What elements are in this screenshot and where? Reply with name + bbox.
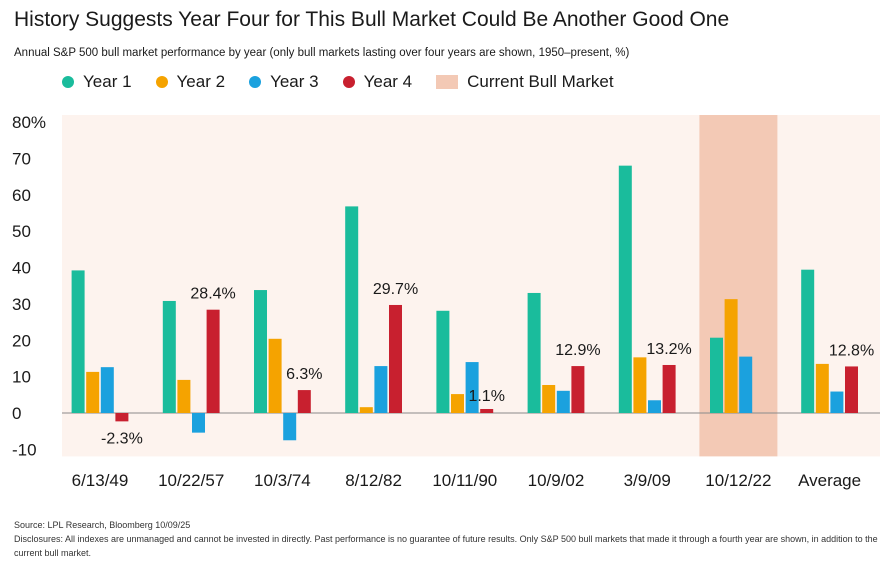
bar-year-2 bbox=[633, 357, 647, 413]
disclosures-note: Disclosures: All indexes are unmanaged a… bbox=[14, 534, 878, 558]
y-tick-label: 80% bbox=[12, 113, 46, 132]
data-label-year-4: 12.9% bbox=[555, 342, 600, 359]
legend-label: Year 2 bbox=[176, 72, 226, 91]
y-tick-label: 0 bbox=[12, 404, 21, 423]
bar-year-1 bbox=[527, 292, 541, 413]
legend-item-year-3: Year 3 bbox=[249, 72, 319, 92]
x-tick-label: 10/3/74 bbox=[254, 471, 311, 490]
bar-year-1 bbox=[618, 165, 632, 413]
legend-swatch bbox=[62, 76, 74, 88]
legend-swatch bbox=[249, 76, 262, 88]
bar-year-3 bbox=[739, 356, 753, 413]
bar-year-1 bbox=[801, 269, 815, 413]
bar-year-2 bbox=[724, 299, 738, 413]
legend-label: Year 4 bbox=[363, 72, 413, 91]
bar-year-4 bbox=[571, 366, 585, 413]
y-tick-label: 70 bbox=[12, 149, 31, 168]
bar-year-4 bbox=[480, 408, 494, 413]
bar-chart: 80% 70 60 50 40 30 20 10 0 -10 6/13/49 -2.3% 10/22/5… bbox=[12, 113, 880, 490]
y-tick-label: 10 bbox=[12, 368, 31, 387]
legend-label: Year 3 bbox=[270, 72, 319, 91]
x-tick-label: 8/12/82 bbox=[345, 471, 402, 490]
bar-year-3 bbox=[465, 362, 479, 413]
y-tick-label: 60 bbox=[12, 186, 31, 205]
data-label-year-4: 12.8% bbox=[829, 342, 874, 359]
chart-title: History Suggests Year Four for This Bull… bbox=[14, 8, 730, 31]
y-tick-label: 50 bbox=[12, 222, 31, 241]
x-tick-label: 10/11/90 bbox=[432, 471, 497, 490]
bar-year-4 bbox=[662, 364, 676, 413]
legend-label: Current Bull Market bbox=[467, 72, 614, 91]
bar-year-1 bbox=[436, 310, 450, 413]
bar-year-3 bbox=[374, 366, 388, 413]
x-tick-label: 10/12/22 bbox=[705, 471, 771, 490]
bar-year-3 bbox=[283, 413, 297, 441]
data-label-year-4: 1.1% bbox=[468, 388, 504, 405]
legend-item-year-4: Year 4 bbox=[342, 72, 413, 92]
data-label-year-4: 6.3% bbox=[286, 366, 322, 383]
bar-year-2 bbox=[359, 407, 373, 413]
bar-year-4 bbox=[206, 309, 220, 413]
y-tick-label: 20 bbox=[12, 331, 31, 350]
bar-year-2 bbox=[268, 338, 282, 413]
x-tick-label: 10/22/57 bbox=[158, 471, 224, 490]
data-label-year-4: 28.4% bbox=[190, 286, 235, 303]
bar-year-2 bbox=[451, 394, 464, 413]
bar-year-3 bbox=[830, 391, 844, 413]
bar-year-3 bbox=[192, 413, 205, 433]
data-label-year-4: 13.2% bbox=[646, 341, 691, 358]
bar-year-3 bbox=[648, 400, 661, 413]
bar-year-2 bbox=[177, 379, 191, 413]
x-tick-label: 6/13/49 bbox=[72, 471, 129, 490]
legend-label: Year 1 bbox=[83, 72, 132, 91]
chart-subtitle: Annual S&P 500 bull market performance b… bbox=[14, 47, 630, 59]
bar-year-1 bbox=[710, 337, 723, 413]
legend: Year 1 Year 2 Year 3 Year 4 Current Bull… bbox=[62, 72, 638, 92]
legend-item-current-bull-market: Current Bull Market bbox=[436, 72, 614, 92]
bar-year-4 bbox=[845, 366, 858, 413]
x-tick-label: 10/9/02 bbox=[528, 471, 585, 490]
bar-year-2 bbox=[542, 384, 556, 413]
y-tick-label: -10 bbox=[12, 440, 37, 459]
bar-year-3 bbox=[556, 390, 570, 413]
x-tick-label: Average bbox=[798, 471, 861, 490]
y-tick-label: 40 bbox=[12, 259, 31, 278]
bar-year-4 bbox=[389, 304, 402, 413]
legend-item-year-2: Year 2 bbox=[155, 72, 226, 92]
bar-year-4 bbox=[297, 390, 311, 413]
legend-swatch bbox=[436, 75, 459, 89]
legend-item-year-1: Year 1 bbox=[62, 72, 132, 92]
bar-year-2 bbox=[86, 371, 100, 413]
legend-swatch bbox=[155, 76, 168, 88]
bar-year-1 bbox=[162, 300, 176, 413]
y-tick-label: 30 bbox=[12, 295, 31, 314]
legend-swatch bbox=[342, 76, 355, 88]
source-note: Source: LPL Research, Bloomberg 10/09/25 bbox=[14, 520, 191, 530]
x-tick-label: 3/9/09 bbox=[624, 471, 671, 490]
bar-year-1 bbox=[254, 290, 267, 413]
bar-year-1 bbox=[71, 270, 85, 413]
bar-year-4 bbox=[115, 413, 129, 422]
data-label-year-4: -2.3% bbox=[101, 430, 143, 447]
data-label-year-4: 29.7% bbox=[373, 281, 418, 298]
bar-year-1 bbox=[345, 206, 359, 413]
bar-year-3 bbox=[100, 367, 114, 413]
bar-year-2 bbox=[815, 363, 829, 413]
